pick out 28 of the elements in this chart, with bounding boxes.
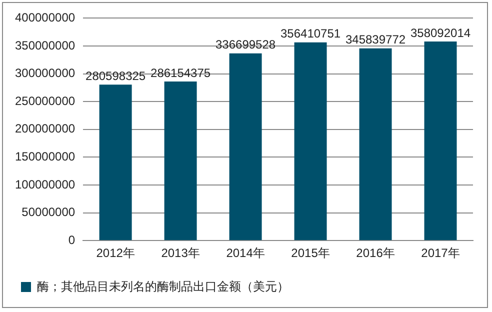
legend-label: 酶；其他品目未列名的酶制品出口金额（美元） — [37, 279, 289, 294]
x-tick-label: 2012年 — [96, 246, 135, 260]
x-tick-label: 2014年 — [226, 246, 265, 260]
y-tick-label: 50000000 — [22, 205, 76, 220]
bar — [294, 42, 327, 240]
data-label: 280598325 — [86, 68, 146, 83]
y-tick-label: 250000000 — [14, 94, 76, 108]
data-label: 286154375 — [150, 66, 211, 80]
bar — [229, 53, 262, 240]
data-label: 336699528 — [216, 38, 276, 52]
bar — [359, 48, 392, 240]
y-tick-label: 0 — [68, 232, 76, 247]
y-tick-label: 100000000 — [14, 177, 76, 192]
y-tick-label: 150000000 — [14, 150, 76, 164]
data-label: 358092014 — [410, 26, 471, 40]
y-tick-label: 350000000 — [14, 38, 76, 52]
data-label: 356410751 — [280, 26, 341, 41]
x-tick-label: 2016年 — [356, 246, 395, 260]
bar — [99, 84, 132, 240]
x-tick-label: 2013年 — [161, 246, 200, 260]
data-label: 345839772 — [345, 32, 406, 47]
x-tick-label: 2015年 — [291, 246, 330, 260]
bar — [164, 82, 197, 240]
bar — [424, 42, 457, 240]
y-tick-label: 400000000 — [14, 10, 76, 25]
y-tick-label: 300000000 — [14, 66, 76, 80]
x-tick-label: 2017年 — [421, 246, 460, 260]
y-tick-label: 200000000 — [14, 122, 76, 136]
